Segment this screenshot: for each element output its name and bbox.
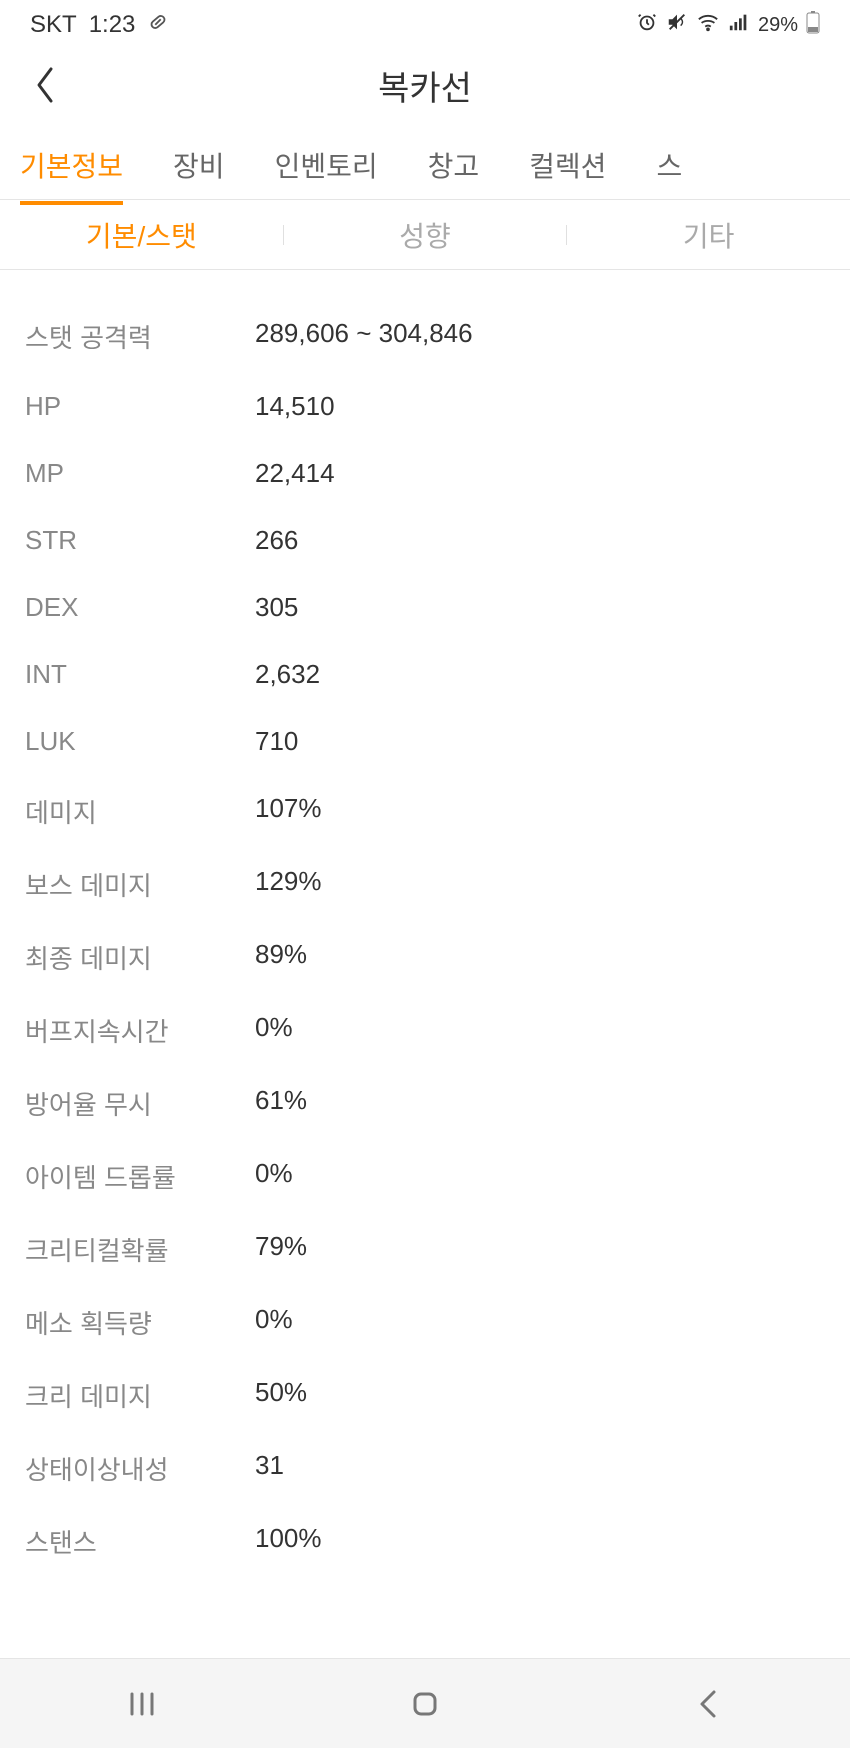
- mute-icon: [666, 11, 688, 39]
- stat-row: 최종 데미지 89%: [25, 921, 825, 994]
- battery-percent-label: 29%: [758, 14, 798, 37]
- header: 복카선: [0, 50, 850, 130]
- nav-back-button[interactable]: [683, 1679, 733, 1729]
- stat-value: 0%: [255, 1158, 293, 1195]
- stat-value: 710: [255, 726, 298, 757]
- battery-icon: [806, 10, 820, 40]
- stat-label: 보스 데미지: [25, 866, 255, 903]
- sub-tab-tendency[interactable]: 성향: [284, 215, 567, 255]
- stat-label: 메소 획득량: [25, 1304, 255, 1341]
- nav-home-button[interactable]: [400, 1679, 450, 1729]
- stat-row: MP 22,414: [25, 440, 825, 507]
- stat-row: 스탠스 100%: [25, 1505, 825, 1578]
- stat-label: 데미지: [25, 793, 255, 830]
- stat-row: 방어율 무시 61%: [25, 1067, 825, 1140]
- stat-value: 107%: [255, 793, 322, 830]
- stat-row: LUK 710: [25, 708, 825, 775]
- nav-recents-button[interactable]: [117, 1679, 167, 1729]
- stat-label: 상태이상내성: [25, 1450, 255, 1487]
- tab-storage[interactable]: 창고: [428, 127, 480, 203]
- stat-label: 크리티컬확률: [25, 1231, 255, 1268]
- sub-tabs: 기본/스탯 성향 기타: [0, 200, 850, 270]
- stat-label: 버프지속시간: [25, 1012, 255, 1049]
- stat-label: 아이템 드롭률: [25, 1158, 255, 1195]
- stat-label: STR: [25, 525, 255, 556]
- stat-row: HP 14,510: [25, 373, 825, 440]
- tab-basic-info[interactable]: 기본정보: [20, 127, 123, 203]
- stat-row: INT 2,632: [25, 641, 825, 708]
- status-bar: SKT 1:23: [0, 0, 850, 50]
- stat-value: 2,632: [255, 659, 320, 690]
- stat-row: 크리 데미지 50%: [25, 1359, 825, 1432]
- stat-row: 크리티컬확률 79%: [25, 1213, 825, 1286]
- sub-tab-basic-stats[interactable]: 기본/스탯: [0, 215, 283, 255]
- stat-row: 버프지속시간 0%: [25, 994, 825, 1067]
- pill-icon: [147, 11, 169, 40]
- stat-value: 100%: [255, 1523, 322, 1560]
- stat-label: 크리 데미지: [25, 1377, 255, 1414]
- stat-value: 61%: [255, 1085, 307, 1122]
- status-right: 29%: [636, 10, 820, 40]
- wifi-icon: [696, 11, 720, 39]
- stat-label: LUK: [25, 726, 255, 757]
- stat-row: 상태이상내성 31: [25, 1432, 825, 1505]
- stat-value: 289,606 ~ 304,846: [255, 318, 473, 355]
- stat-value: 31: [255, 1450, 284, 1487]
- stat-row: DEX 305: [25, 574, 825, 641]
- stat-label: MP: [25, 458, 255, 489]
- main-tabs: 기본정보 장비 인벤토리 창고 컬렉션 스: [0, 130, 850, 200]
- stat-row: 데미지 107%: [25, 775, 825, 848]
- page-title: 복카선: [378, 61, 472, 110]
- tab-skill[interactable]: 스: [656, 127, 682, 203]
- back-button[interactable]: [25, 65, 65, 105]
- stat-label: HP: [25, 391, 255, 422]
- status-left: SKT 1:23: [30, 11, 169, 40]
- stat-row: 보스 데미지 129%: [25, 848, 825, 921]
- stat-label: DEX: [25, 592, 255, 623]
- tab-equipment[interactable]: 장비: [173, 127, 225, 203]
- stats-list[interactable]: 스탯 공격력 289,606 ~ 304,846 HP 14,510 MP 22…: [0, 270, 850, 1658]
- stat-label: 최종 데미지: [25, 939, 255, 976]
- stat-label: 스탠스: [25, 1523, 255, 1560]
- stat-row: 스탯 공격력 289,606 ~ 304,846: [25, 300, 825, 373]
- stat-value: 89%: [255, 939, 307, 976]
- stat-value: 22,414: [255, 458, 335, 489]
- sub-tab-other[interactable]: 기타: [567, 215, 850, 255]
- tab-inventory[interactable]: 인벤토리: [275, 127, 378, 203]
- stat-row: 아이템 드롭률 0%: [25, 1140, 825, 1213]
- signal-icon: [728, 11, 750, 39]
- stat-value: 0%: [255, 1304, 293, 1341]
- stat-value: 0%: [255, 1012, 293, 1049]
- stat-value: 129%: [255, 866, 322, 903]
- stat-value: 79%: [255, 1231, 307, 1268]
- alarm-icon: [636, 11, 658, 39]
- stat-value: 266: [255, 525, 298, 556]
- time-label: 1:23: [89, 11, 136, 39]
- carrier-label: SKT: [30, 11, 77, 39]
- stat-label: 스탯 공격력: [25, 318, 255, 355]
- stat-value: 14,510: [255, 391, 335, 422]
- stat-value: 305: [255, 592, 298, 623]
- stat-value: 50%: [255, 1377, 307, 1414]
- stat-row: STR 266: [25, 507, 825, 574]
- stat-label: INT: [25, 659, 255, 690]
- stat-row: 메소 획득량 0%: [25, 1286, 825, 1359]
- stat-label: 방어율 무시: [25, 1085, 255, 1122]
- tab-collection[interactable]: 컬렉션: [529, 127, 606, 203]
- nav-bar: [0, 1658, 850, 1748]
